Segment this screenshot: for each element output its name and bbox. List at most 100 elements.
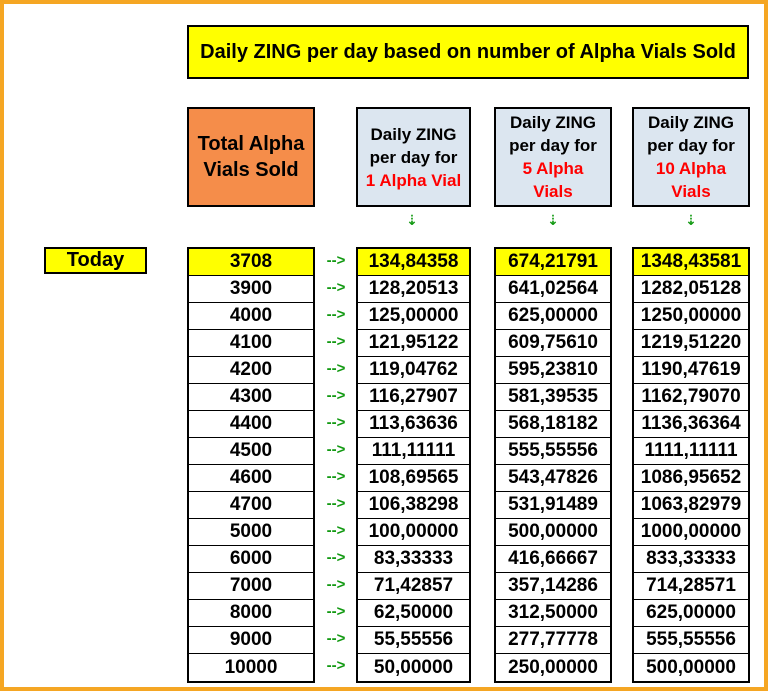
table-cell-v5: 555,55556 (496, 438, 610, 465)
table-cell-v10: 1282,05128 (634, 276, 748, 303)
table-cell-v10: 555,55556 (634, 627, 748, 654)
table-cell-v5: 581,39535 (496, 384, 610, 411)
table-cell-sold: 4200 (189, 357, 313, 384)
right-arrow-icon: --> (326, 306, 346, 323)
down-arrow-icon: ⇣ (685, 212, 697, 228)
table-cell-v1: 55,55556 (358, 627, 469, 654)
right-arrow-icon: --> (326, 387, 346, 404)
table-cell-sold: 8000 (189, 600, 313, 627)
right-arrow-icon: --> (326, 657, 346, 674)
table-cell-v1: 125,00000 (358, 303, 469, 330)
table-cell-v5: 277,77778 (496, 627, 610, 654)
header-5-red1: 5 Alpha (522, 159, 584, 178)
header-1-vial: Daily ZING per day for 1 Alpha Vial (356, 107, 471, 207)
table-cell-v5: 543,47826 (496, 465, 610, 492)
right-arrow-icon: --> (326, 603, 346, 620)
table-cell-v1: 111,11111 (358, 438, 469, 465)
right-arrow-icon: --> (326, 468, 346, 485)
column-1-vial: 134,84358 128,20513 125,00000 121,95122 119,… (356, 247, 471, 683)
header-total-sold: Total Alpha Vials Sold (187, 107, 315, 207)
header-1-red: 1 Alpha Vial (365, 170, 462, 190)
right-arrow-icon: --> (326, 549, 346, 566)
table-cell-v10: 1111,11111 (634, 438, 748, 465)
table-cell-v10: 833,33333 (634, 546, 748, 573)
header-5-line1: Daily ZING (510, 113, 596, 132)
table-cell-v1: 116,27907 (358, 384, 469, 411)
page-title: Daily ZING per day based on number of Al… (187, 25, 749, 79)
header-10-line2: per day for (647, 136, 735, 155)
table-cell-v1: 62,50000 (358, 600, 469, 627)
table-cell-sold: 4600 (189, 465, 313, 492)
header-5-line2: per day for (509, 136, 597, 155)
column-10-vials: 1348,43581 1282,05128 1250,00000 1219,51220… (632, 247, 750, 683)
right-arrow-icon: --> (326, 522, 346, 539)
table-cell-v10: 1190,47619 (634, 357, 748, 384)
table-cell-v1: 106,38298 (358, 492, 469, 519)
table-cell-v10: 1136,36364 (634, 411, 748, 438)
right-arrow-icon: --> (326, 576, 346, 593)
header-total-line1: Total Alpha (197, 133, 305, 155)
table-cell-v5: 500,00000 (496, 519, 610, 546)
table-cell-v1: 113,63636 (358, 411, 469, 438)
table-cell-v10: 1000,00000 (634, 519, 748, 546)
table-cell-v5: 357,14286 (496, 573, 610, 600)
table-cell-v10: 1219,51220 (634, 330, 748, 357)
header-1-line1: Daily ZING (370, 124, 457, 144)
header-5-vials: Daily ZING per day for 5 Alpha Vials (494, 107, 612, 207)
header-10-vials: Daily ZING per day for 10 Alpha Vials (632, 107, 750, 207)
table-cell-sold: 4300 (189, 384, 313, 411)
right-arrow-icon: --> (326, 333, 346, 350)
table-cell-sold: 9000 (189, 627, 313, 654)
table-cell-v1: 121,95122 (358, 330, 469, 357)
table-cell-v10: 500,00000 (646, 656, 736, 678)
table-cell-v5: 312,50000 (496, 600, 610, 627)
column-5-vials: 674,21791 641,02564 625,00000 609,75610 595,… (494, 247, 612, 683)
right-arrow-icon: --> (326, 414, 346, 431)
table-cell-v10: 1162,79070 (634, 384, 748, 411)
arrow-column: --> --> --> --> --> --> --> --> --> --> --> --> --> -… (321, 247, 351, 679)
table-cell-v10: 714,28571 (634, 573, 748, 600)
table-cell-sold: 4100 (189, 330, 313, 357)
table-cell-sold: 6000 (189, 546, 313, 573)
table-cell-v5: 250,00000 (508, 656, 598, 678)
table-cell-v1: 128,20513 (358, 276, 469, 303)
down-arrow-icon: ⇣ (406, 212, 418, 228)
table-cell-v10: 1063,82979 (634, 492, 748, 519)
today-label: Today (44, 247, 147, 274)
table-cell-v1: 71,42857 (358, 573, 469, 600)
table-cell-v10: 625,00000 (634, 600, 748, 627)
table-cell-v5: 641,02564 (496, 276, 610, 303)
table-cell-v10: 1086,95652 (634, 465, 748, 492)
right-arrow-icon: --> (326, 252, 346, 269)
table-cell-v5: 625,00000 (496, 303, 610, 330)
table-cell-sold: 10000 (224, 656, 278, 678)
table-cell-v5: 609,75610 (496, 330, 610, 357)
table-cell-sold: 4700 (189, 492, 313, 519)
right-arrow-icon: --> (326, 279, 346, 296)
table-cell-sold: 7000 (189, 573, 313, 600)
table-cell-sold: 5000 (189, 519, 313, 546)
header-total-line2: Vials Sold (203, 159, 299, 181)
header-10-line1: Daily ZING (648, 113, 734, 132)
header-10-red1: 10 Alpha (655, 159, 727, 178)
table-cell-v1: 134,84358 (358, 249, 469, 276)
table-cell-v5: 568,18182 (496, 411, 610, 438)
table-cell-v1: 108,69565 (358, 465, 469, 492)
column-total-sold: 3708 3900 4000 4100 4200 4300 4400 4500 4600 4700… (187, 247, 315, 683)
header-5-red2: Vials (533, 182, 573, 201)
table-cell-sold: 4400 (189, 411, 313, 438)
table-cell-v1: 119,04762 (358, 357, 469, 384)
right-arrow-icon: --> (326, 495, 346, 512)
table-cell-sold: 4500 (189, 438, 313, 465)
table-cell-v5: 531,91489 (496, 492, 610, 519)
table-cell-v1: 50,00000 (373, 656, 454, 678)
table-cell-v1: 100,00000 (358, 519, 469, 546)
table-cell-sold: 4000 (189, 303, 313, 330)
table-cell-sold: 3900 (189, 276, 313, 303)
table-cell-v1: 83,33333 (358, 546, 469, 573)
table-cell-v10: 1250,00000 (634, 303, 748, 330)
right-arrow-icon: --> (326, 630, 346, 647)
table-cell-sold: 3708 (189, 249, 313, 276)
table-cell-v10: 1348,43581 (634, 249, 748, 276)
right-arrow-icon: --> (326, 441, 346, 458)
